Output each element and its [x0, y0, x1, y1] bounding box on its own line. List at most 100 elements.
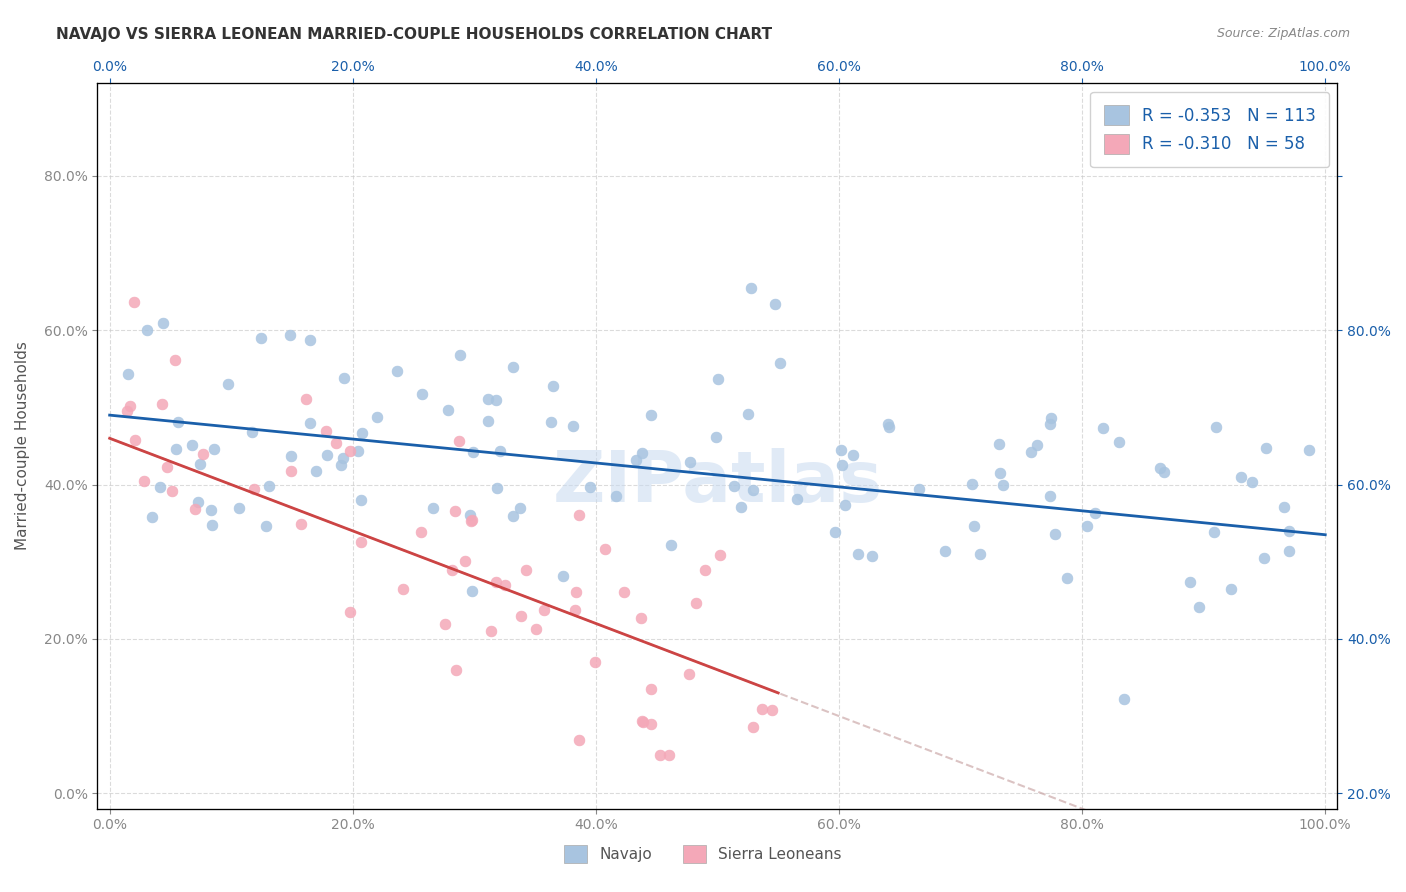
Point [350, 534, 373, 549]
Point [1084, 506, 1107, 520]
Point [180, 438, 202, 452]
Point [163, 353, 186, 368]
Point [659, 538, 682, 552]
Point [200, 518, 222, 533]
Point [630, 445, 652, 459]
Point [444, 663, 467, 677]
Point [1188, 600, 1211, 615]
Point [1253, 551, 1275, 566]
Point [1076, 518, 1098, 533]
Point [551, 569, 574, 583]
Point [502, 359, 524, 374]
Point [704, 430, 727, 444]
Point [1039, 417, 1062, 431]
Point [437, 402, 460, 417]
Point [254, 518, 277, 533]
Point [339, 605, 361, 619]
Point [135, 323, 157, 337]
Point [685, 596, 707, 610]
Point [124, 433, 146, 447]
Point [1272, 500, 1295, 514]
Point [834, 499, 856, 513]
Point [1019, 445, 1042, 459]
Point [876, 417, 898, 431]
Point [325, 435, 347, 450]
Point [583, 655, 606, 669]
Point [122, 295, 145, 310]
Point [240, 425, 263, 439]
Point [630, 714, 652, 729]
Point [969, 548, 991, 562]
Point [678, 666, 700, 681]
Point [1241, 475, 1264, 490]
Legend: R = -0.353   N = 113, R = -0.310   N = 58: R = -0.353 N = 113, R = -0.310 N = 58 [1090, 92, 1329, 168]
Point [433, 616, 456, 631]
Point [485, 481, 508, 495]
Text: NAVAJO VS SIERRA LEONEAN MARRIED-COUPLE HOUSEHOLDS CORRELATION CHART: NAVAJO VS SIERRA LEONEAN MARRIED-COUPLE … [56, 27, 772, 42]
Point [860, 549, 883, 564]
Point [693, 563, 716, 577]
Point [1278, 524, 1301, 538]
Point [737, 407, 759, 421]
Point [723, 479, 745, 493]
Point [963, 518, 986, 533]
Point [162, 483, 184, 498]
Point [877, 419, 900, 434]
Point [298, 416, 321, 430]
Point [1298, 443, 1320, 458]
Point [1026, 438, 1049, 452]
Point [640, 716, 662, 731]
Point [165, 442, 187, 456]
Point [709, 549, 731, 563]
Point [988, 467, 1011, 481]
Point [991, 478, 1014, 492]
Point [350, 493, 373, 508]
Point [1039, 489, 1062, 503]
Y-axis label: Married-couple Households: Married-couple Households [15, 342, 30, 550]
Point [188, 457, 211, 471]
Point [593, 541, 616, 556]
Point [447, 434, 470, 448]
Point [533, 603, 555, 617]
Point [352, 425, 374, 440]
Point [515, 563, 537, 577]
Point [1112, 692, 1135, 706]
Point [751, 702, 773, 716]
Point [454, 554, 477, 568]
Point [489, 443, 512, 458]
Point [706, 372, 728, 386]
Point [730, 500, 752, 515]
Point [460, 508, 482, 522]
Point [769, 355, 792, 369]
Point [640, 682, 662, 697]
Point [449, 348, 471, 362]
Point [541, 379, 564, 393]
Point [463, 445, 485, 459]
Point [479, 624, 502, 639]
Point [166, 415, 188, 429]
Point [115, 403, 138, 417]
Point [568, 508, 591, 523]
Point [411, 387, 433, 401]
Point [392, 582, 415, 596]
Point [1153, 465, 1175, 479]
Point [134, 475, 156, 489]
Point [1149, 460, 1171, 475]
Point [485, 574, 508, 589]
Point [1056, 571, 1078, 585]
Point [540, 415, 562, 429]
Point [564, 603, 586, 617]
Point [316, 448, 339, 462]
Point [846, 547, 869, 561]
Point [740, 281, 762, 295]
Point [443, 504, 465, 518]
Point [564, 585, 586, 599]
Point [640, 408, 662, 422]
Point [278, 328, 301, 343]
Point [633, 714, 655, 729]
Point [440, 563, 463, 577]
Point [329, 458, 352, 473]
Point [305, 464, 328, 478]
Point [280, 464, 302, 478]
Point [648, 747, 671, 762]
